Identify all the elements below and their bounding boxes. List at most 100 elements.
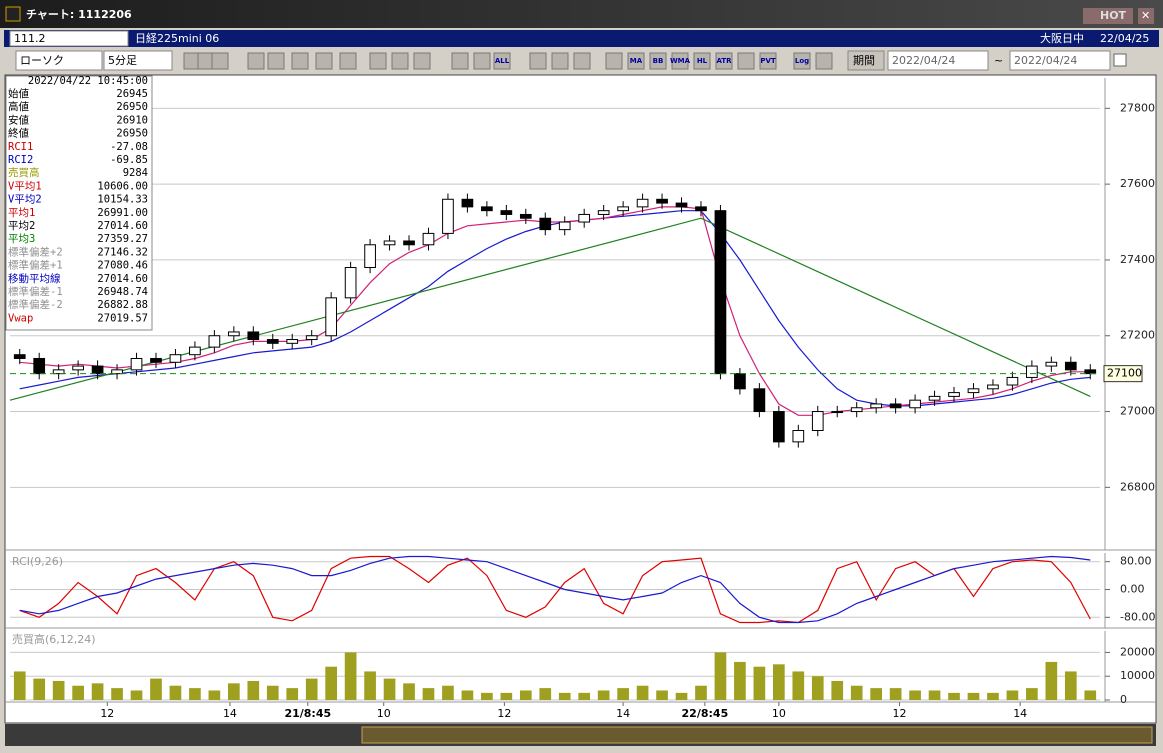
candle-body xyxy=(850,407,863,413)
volume-bar xyxy=(266,685,279,700)
info-value: 27359.27 xyxy=(97,233,148,245)
info-datetime: 2022/04/22 10:45:00 xyxy=(28,75,148,87)
price-tag xyxy=(1103,365,1143,383)
x-tick-label: 21/8:45 xyxy=(284,707,331,720)
toolbar-icon[interactable] xyxy=(267,52,285,70)
info-value: 26945 xyxy=(116,88,148,100)
volume-bar xyxy=(422,688,435,700)
candle-body xyxy=(792,430,805,443)
to-date-box[interactable] xyxy=(1009,50,1111,71)
volume-bar xyxy=(169,685,182,700)
info-label: 標準偏差+1 xyxy=(8,259,63,272)
info-label: 平均3 xyxy=(8,233,35,245)
toolbar-icon[interactable] xyxy=(573,52,591,70)
volume-bar xyxy=(1064,671,1077,700)
candle-body xyxy=(442,198,454,234)
info-value: -27.08 xyxy=(110,141,148,153)
interval-select[interactable] xyxy=(103,50,173,71)
close-button[interactable] xyxy=(1138,8,1154,24)
volume-bar xyxy=(208,690,221,700)
toolbar-icon[interactable] xyxy=(291,52,309,70)
candle-body xyxy=(364,244,376,269)
from-date-box[interactable] xyxy=(887,50,989,71)
hot-button[interactable] xyxy=(1083,8,1133,24)
toolbar-icon[interactable] xyxy=(605,52,623,70)
info-value: 27014.60 xyxy=(97,273,148,285)
volume-bar xyxy=(286,688,299,700)
toolbar-icon[interactable] xyxy=(737,52,755,70)
symbol: 111.2 xyxy=(14,32,46,45)
candle-body xyxy=(266,339,279,344)
toolbar-icon[interactable] xyxy=(315,52,333,70)
candle-body xyxy=(772,411,785,443)
from-date: 2022/04/24 xyxy=(892,54,955,67)
toolbar-icon[interactable] xyxy=(627,52,645,70)
volume-bar xyxy=(364,671,376,700)
info-bar xyxy=(4,30,1159,47)
toolbar-button-label: ALL xyxy=(495,57,510,65)
toolbar-icon[interactable] xyxy=(693,52,711,70)
app-icon xyxy=(5,6,21,22)
toolbar-icon[interactable] xyxy=(247,52,265,70)
volume-bar xyxy=(189,688,201,700)
candle-body xyxy=(1084,369,1097,375)
toolbar-icon[interactable] xyxy=(451,52,469,70)
y-tick-label: 10000 xyxy=(1120,669,1155,682)
volume-bar xyxy=(1026,688,1038,700)
volume-bar xyxy=(344,652,357,700)
candle-body xyxy=(91,365,104,375)
indicator-line xyxy=(19,555,1091,624)
symbol-box[interactable] xyxy=(9,30,129,47)
volume-bar xyxy=(130,690,143,700)
toolbar-icon[interactable] xyxy=(815,52,833,70)
candle-body xyxy=(597,210,610,215)
toolbar-icon[interactable] xyxy=(493,52,511,70)
panel-label: RCI(9,26) xyxy=(12,555,63,568)
candle-body xyxy=(967,388,980,394)
toolbar-icon[interactable] xyxy=(211,52,229,70)
toolbar-icon[interactable] xyxy=(413,52,431,70)
checkbox[interactable] xyxy=(1113,53,1127,67)
toolbar-icon[interactable] xyxy=(369,52,387,70)
toolbar-icon[interactable] xyxy=(529,52,547,70)
info-label: 高値 xyxy=(8,100,29,113)
toolbar-icon[interactable] xyxy=(715,52,733,70)
toolbar-icon[interactable] xyxy=(759,52,777,70)
volume-bar xyxy=(13,671,26,700)
toolbar-icon[interactable] xyxy=(391,52,409,70)
y-tick-label: 27800 xyxy=(1120,101,1155,114)
y-tick-label: 20000 xyxy=(1120,645,1155,658)
volume-bar xyxy=(325,666,337,700)
candle-body xyxy=(909,399,921,409)
session: 大阪日中 xyxy=(1040,31,1084,45)
info-value: 26950 xyxy=(116,128,148,140)
info-panel: 2022/04/22 10:45:00 始値 26945 高値 26950 安値 2691… xyxy=(5,75,153,331)
info-label: 安値 xyxy=(8,113,29,126)
scroll-thumb[interactable] xyxy=(361,726,1153,744)
volume-bar xyxy=(753,666,766,700)
toolbar-icon[interactable] xyxy=(473,52,491,70)
toolbar-icon[interactable] xyxy=(793,52,811,70)
style-select[interactable] xyxy=(15,50,103,71)
info-label: RCI2 xyxy=(8,154,33,166)
period-button[interactable] xyxy=(847,50,885,71)
toolbar-icon[interactable] xyxy=(339,52,357,70)
candle-body xyxy=(286,339,299,344)
volume-bar xyxy=(33,678,46,700)
candle-body xyxy=(656,198,668,204)
volume-bar xyxy=(403,683,415,700)
info-value: 9284 xyxy=(123,167,148,179)
info-value: -69.85 xyxy=(110,154,148,166)
volume-bar xyxy=(695,685,707,700)
volume-bar xyxy=(228,683,240,700)
info-label: 標準偏差+2 xyxy=(8,245,63,258)
toolbar-icon[interactable] xyxy=(671,52,689,70)
toolbar-button-label: Log xyxy=(795,57,809,65)
window-title: チャート: 1112206 xyxy=(26,8,132,21)
info-value: 26910 xyxy=(116,114,148,126)
toolbar-icon[interactable] xyxy=(551,52,569,70)
info-value: 10154.33 xyxy=(97,194,148,206)
toolbar-icon[interactable] xyxy=(649,52,667,70)
candle-body xyxy=(500,210,513,215)
